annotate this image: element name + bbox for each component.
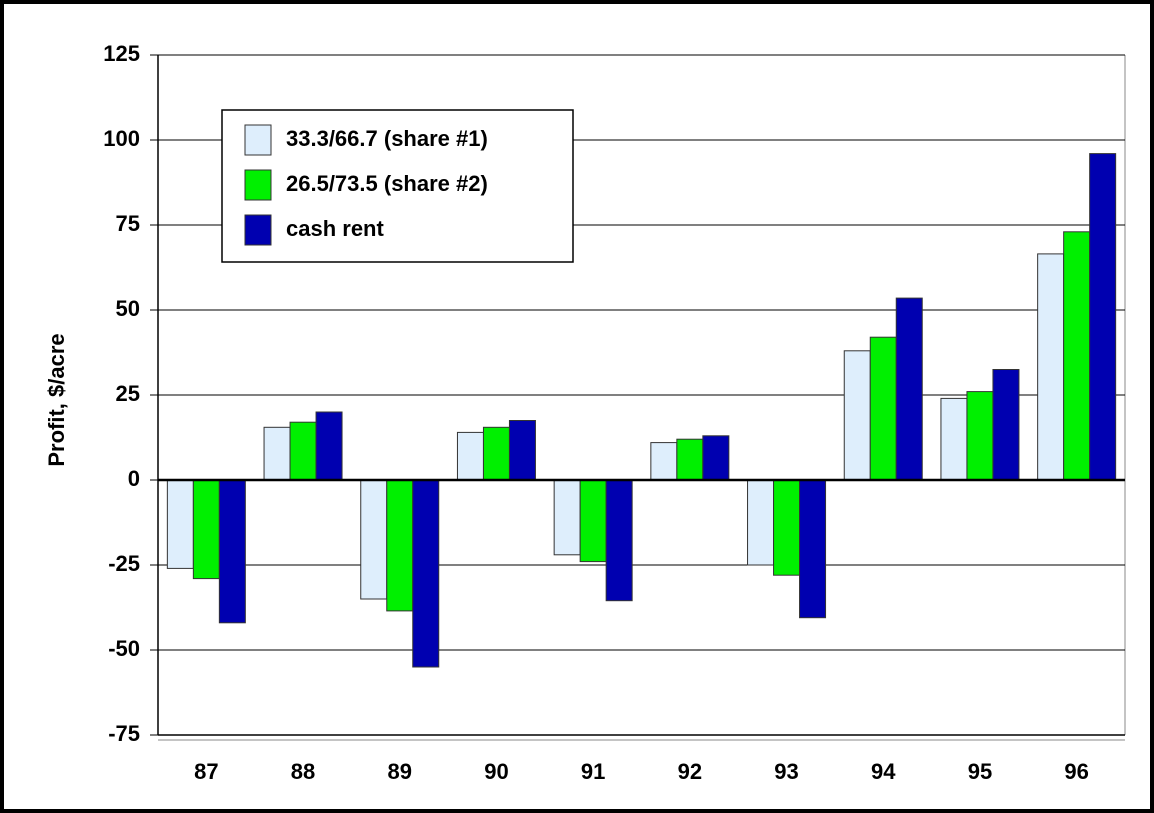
bar — [895, 297, 923, 481]
bar — [702, 435, 730, 481]
y-tick-label: -50 — [108, 636, 140, 661]
bar — [482, 426, 510, 481]
x-tick-label: 93 — [774, 759, 798, 784]
bar — [360, 479, 388, 600]
x-tick-label: 94 — [871, 759, 896, 784]
y-tick-label: -75 — [108, 721, 140, 746]
legend-swatch — [244, 169, 272, 201]
bar — [799, 479, 827, 619]
legend-label: 26.5/73.5 (share #2) — [286, 171, 488, 196]
y-tick-label: 0 — [128, 466, 140, 491]
legend-swatch — [244, 214, 272, 246]
x-tick-label: 89 — [388, 759, 412, 784]
x-tick-label: 91 — [581, 759, 605, 784]
bar — [966, 391, 994, 481]
bar — [218, 479, 246, 624]
bar — [289, 421, 317, 481]
y-tick-label: -25 — [108, 551, 140, 576]
x-tick-label: 88 — [291, 759, 315, 784]
y-axis-label: Profit, $/acre — [44, 333, 69, 466]
bar — [579, 479, 607, 563]
bar — [1063, 231, 1091, 481]
legend-label: 33.3/66.7 (share #1) — [286, 126, 488, 151]
x-tick-label: 95 — [968, 759, 992, 784]
y-tick-label: 25 — [116, 381, 140, 406]
legend-label: cash rent — [286, 216, 384, 241]
bar — [315, 411, 343, 481]
bar — [1037, 253, 1065, 481]
bar — [992, 369, 1020, 481]
bar — [650, 442, 678, 481]
y-tick-label: 125 — [103, 41, 140, 66]
bar — [263, 426, 291, 481]
legend-box — [221, 109, 574, 263]
legend-swatch — [244, 124, 272, 156]
y-tick-label: 100 — [103, 126, 140, 151]
x-tick-label: 96 — [1064, 759, 1088, 784]
y-tick-label: 75 — [116, 211, 140, 236]
x-tick-label: 90 — [484, 759, 508, 784]
bar — [192, 479, 220, 580]
bar — [1089, 153, 1117, 481]
bar — [747, 479, 775, 566]
bar — [869, 336, 897, 481]
bar — [412, 479, 440, 668]
x-tick-label: 92 — [678, 759, 702, 784]
bar — [605, 479, 633, 602]
x-tick-label: 87 — [194, 759, 218, 784]
bar — [456, 431, 484, 481]
bar — [773, 479, 801, 576]
bar — [508, 420, 536, 481]
bar — [676, 438, 704, 481]
bar — [553, 479, 581, 556]
bar — [843, 350, 871, 481]
y-tick-label: 50 — [116, 296, 140, 321]
bar — [386, 479, 414, 612]
bar — [166, 479, 194, 569]
bar — [940, 397, 968, 481]
